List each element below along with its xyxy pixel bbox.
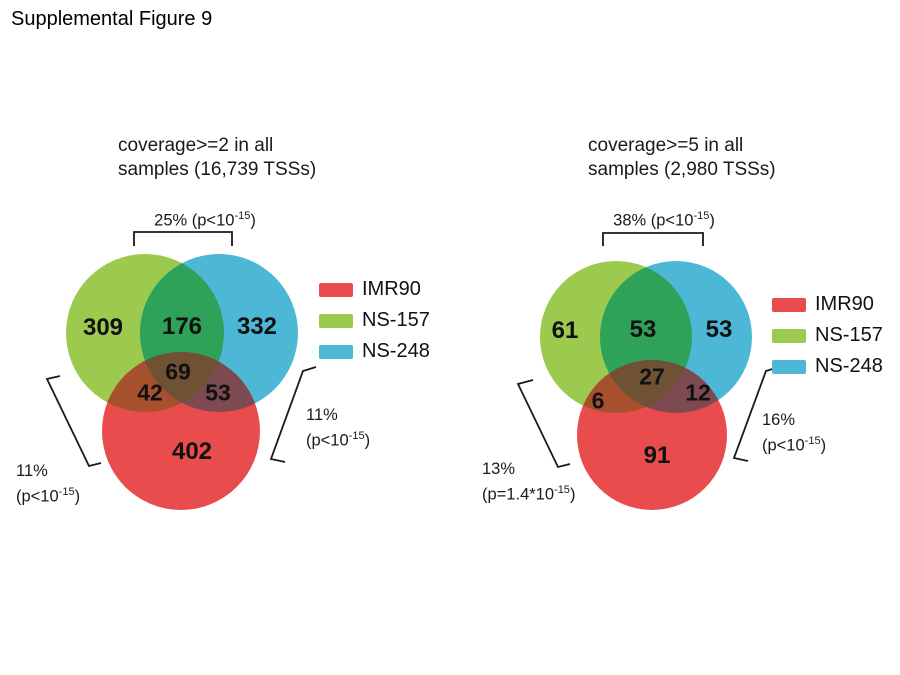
venn1-right-bracket [269, 366, 317, 463]
venn2-left-annotation-post: ) [569, 485, 576, 504]
venn2-title-line1: coverage>=5 in all [588, 135, 744, 156]
imr90-swatch-icon [772, 297, 806, 312]
legend-1-item-ns157: NS-157 [319, 305, 430, 336]
ns157-swatch-icon [772, 328, 806, 343]
venn2-right-annotation-pvalue: (p<10-15) [762, 431, 826, 457]
legend-1-item-imr90: IMR90 [319, 274, 430, 305]
venn2-count-ns248-only: 53 [705, 316, 733, 343]
venn1-top-annotation-sup: -15 [234, 210, 251, 222]
venn1-right-annotation-pre: (p<10 [306, 431, 349, 450]
ns157-swatch-icon [319, 313, 353, 328]
venn1-right-annotation-post: ) [364, 431, 371, 450]
imr90-swatch-icon [319, 282, 353, 297]
ns248-swatch-icon [772, 359, 806, 374]
ns248-swatch-icon [319, 344, 353, 359]
venn1-left-annotation-pvalue: (p<10-15) [16, 482, 80, 508]
legend-2: IMR90 NS-157 NS-248 [772, 289, 883, 382]
venn1-count-imr90-only: 402 [171, 438, 213, 465]
venn2-count-ns157-only: 61 [551, 317, 579, 344]
legend-label-imr90: IMR90 [815, 293, 874, 315]
venn1-top-bracket [133, 231, 233, 246]
legend-2-item-imr90: IMR90 [772, 289, 883, 320]
venn1-left-annotation-pre: (p<10 [16, 487, 59, 506]
venn2-count-center: 27 [639, 363, 665, 390]
legend-label-ns248: NS-248 [362, 340, 430, 362]
venn2-top-annotation-post: ) [709, 211, 715, 230]
venn2-right-annotation-pre: (p<10 [762, 436, 805, 455]
venn2-right-annotation-post: ) [820, 436, 827, 455]
venn1-left-annotation-post: ) [74, 487, 81, 506]
venn2-top-bracket [602, 232, 704, 246]
legend-1-item-ns248: NS-248 [319, 336, 430, 367]
venn2-title-line2: samples (2,980 TSSs) [588, 159, 776, 180]
venn1-left-annotation: 11% (p<10-15) [16, 461, 80, 508]
legend-1: IMR90 NS-157 NS-248 [319, 274, 430, 367]
venn1-right-annotation-pvalue: (p<10-15) [306, 426, 370, 452]
venn1-count-ns157-only: 309 [82, 314, 124, 341]
venn1-count-imr90-ns157: 42 [137, 379, 163, 406]
venn2-top-annotation-sup: -15 [693, 210, 710, 222]
legend-label-ns157: NS-157 [362, 309, 430, 331]
legend-label-ns248: NS-248 [815, 355, 883, 377]
venn2-left-annotation-pre: (p=1.4*10 [482, 485, 555, 504]
venn2-count-imr90-ns157: 6 [591, 387, 605, 414]
venn1-left-annotation-sup: -15 [58, 486, 75, 498]
legend-label-ns157: NS-157 [815, 324, 883, 346]
venn1-title: coverage>=2 in all samples (16,739 TSSs) [118, 134, 316, 182]
venn1-count-ns248-only: 332 [236, 313, 278, 340]
venn1-top-annotation: 25% (p<10-15) [154, 206, 256, 232]
venn1-right-annotation-sup: -15 [348, 430, 365, 442]
legend-2-item-ns248: NS-248 [772, 351, 883, 382]
legend-label-imr90: IMR90 [362, 278, 421, 300]
venn2-right-annotation-percent: 16% [762, 411, 796, 429]
venn2-left-annotation-pvalue: (p=1.4*10-15) [482, 480, 575, 506]
venn2-top-annotation: 38% (p<10-15) [613, 206, 715, 232]
legend-2-item-ns157: NS-157 [772, 320, 883, 351]
venn2-left-annotation-sup: -15 [554, 484, 570, 496]
venn1-right-annotation-percent: 11% [306, 406, 338, 424]
venn1-count-imr90-ns248: 53 [205, 379, 231, 406]
venn1-title-line2: samples (16,739 TSSs) [118, 159, 317, 180]
venn1-count-ns157-ns248: 176 [161, 313, 203, 340]
venn2-right-annotation-sup: -15 [804, 435, 821, 447]
venn1-right-annotation: 11% (p<10-15) [306, 405, 370, 452]
venn1-top-annotation-post: ) [250, 211, 256, 230]
venn2-count-ns157-ns248: 53 [629, 316, 657, 343]
page-title: Supplemental Figure 9 [11, 8, 213, 30]
venn1-count-center: 69 [165, 358, 191, 385]
venn1-title-line1: coverage>=2 in all [118, 135, 274, 156]
venn2-count-imr90-only: 91 [643, 442, 671, 469]
venn2-left-annotation: 13% (p=1.4*10-15) [482, 459, 575, 506]
venn2-left-bracket [516, 379, 571, 469]
venn2-top-annotation-pre: 38% (p<10 [613, 211, 694, 230]
venn1-left-bracket [45, 375, 102, 468]
venn2-right-annotation: 16% (p<10-15) [762, 410, 826, 457]
venn1-top-annotation-pre: 25% (p<10 [154, 211, 235, 230]
venn2-count-imr90-ns248: 12 [685, 379, 711, 406]
venn2-title: coverage>=5 in all samples (2,980 TSSs) [588, 134, 776, 182]
venn1-left-annotation-percent: 11% [16, 462, 48, 480]
venn2-left-annotation-percent: 13% [482, 460, 516, 478]
